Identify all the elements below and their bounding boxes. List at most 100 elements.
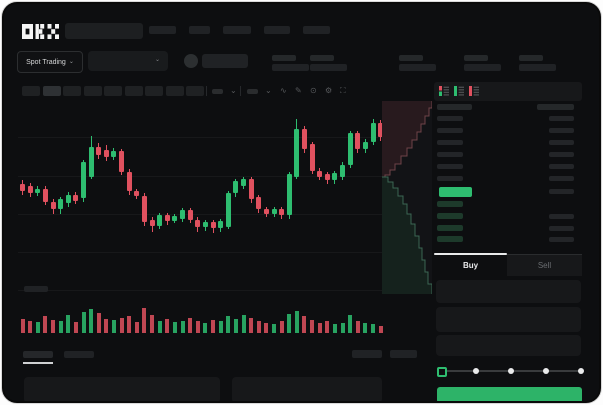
timeframe-button[interactable] (124, 86, 143, 96)
gridline (18, 252, 382, 253)
timeframe-button[interactable] (63, 86, 81, 96)
candle-body (119, 151, 125, 172)
line-type-icon[interactable]: ∿ (280, 86, 287, 95)
volume-bar (340, 322, 345, 333)
bottom-right-box[interactable] (390, 350, 417, 358)
last-price-badge[interactable] (439, 187, 472, 197)
slider-stop[interactable] (578, 368, 584, 374)
candle-body (157, 215, 163, 226)
search-input[interactable] (65, 23, 143, 39)
market-stat-value (272, 64, 309, 71)
market-type-dropdown[interactable]: Spot Trading ⌄ (17, 51, 83, 73)
candle-body (256, 197, 262, 209)
ask-row-amount[interactable] (549, 116, 574, 121)
volume-bar (28, 320, 33, 333)
chevron-down-icon[interactable]: ⌄ (265, 86, 272, 95)
bid-row-amount[interactable] (549, 237, 574, 242)
fullscreen-icon[interactable]: ⛶ (340, 86, 346, 95)
volume-bar (218, 320, 223, 333)
buy-submit-button[interactable] (437, 387, 582, 401)
candle-body (347, 133, 353, 165)
bid-row-price[interactable] (437, 236, 463, 242)
volume-bar (371, 324, 375, 333)
volume-bar (355, 320, 360, 333)
tab-sell[interactable]: Sell (507, 255, 582, 276)
nav-item[interactable] (223, 26, 251, 34)
settings-icon[interactable]: ⚙ (325, 86, 333, 95)
bottom-tab[interactable] (23, 351, 53, 358)
candle-body (370, 122, 376, 142)
volume-bar (348, 315, 353, 333)
market-stat-value (464, 64, 501, 71)
ask-row-amount[interactable] (549, 164, 574, 169)
timeframe-button[interactable] (165, 86, 184, 96)
ask-row-price[interactable] (437, 176, 463, 181)
nav-item[interactable] (149, 26, 176, 34)
chevron-down-icon: ⌄ (68, 59, 74, 65)
nav-item[interactable] (264, 26, 290, 34)
overlay-label (247, 89, 258, 94)
volume-bar (43, 316, 48, 333)
slider-stop[interactable] (473, 368, 479, 374)
orderbook-view-bids-icon[interactable] (454, 86, 464, 96)
ask-row-price[interactable] (437, 152, 463, 157)
bottom-right-box[interactable] (352, 350, 382, 358)
ask-row-amount[interactable] (549, 176, 574, 181)
volume-bar (363, 322, 368, 333)
gridline (18, 214, 382, 215)
tab-buy[interactable]: Buy (434, 255, 507, 276)
volume-bar (89, 309, 94, 333)
volume-bar (142, 308, 147, 333)
candle-body (263, 209, 269, 214)
pair-selector-dropdown[interactable]: ⌄ (88, 51, 168, 71)
bottom-tab-underline (23, 362, 53, 364)
timeframe-button[interactable] (145, 86, 163, 96)
market-stat-label (310, 55, 334, 61)
nav-item[interactable] (303, 26, 330, 34)
timeframe-button[interactable] (186, 86, 204, 96)
candle-body (271, 209, 277, 214)
chevron-down-icon[interactable]: ⌄ (230, 86, 237, 95)
order-form-field[interactable] (436, 335, 581, 356)
bid-row-amount[interactable] (549, 214, 574, 219)
bid-row-price[interactable] (437, 213, 463, 219)
orderbook-view-both-icon[interactable] (439, 86, 449, 96)
market-stat-label (272, 55, 296, 61)
timeframe-button[interactable] (83, 86, 102, 96)
ask-row-amount[interactable] (549, 128, 574, 133)
ask-row-price[interactable] (437, 140, 463, 145)
bid-row-price[interactable] (437, 201, 463, 207)
draw-icon[interactable]: ✎ (295, 86, 302, 95)
candle-body (195, 219, 201, 227)
bid-row-price[interactable] (437, 225, 463, 231)
volume-bar (264, 322, 269, 333)
bid-row-amount[interactable] (549, 226, 574, 231)
ask-row-price[interactable] (437, 116, 463, 121)
bottom-tab[interactable] (64, 351, 94, 358)
okx-logo (22, 24, 59, 39)
volume-bar (104, 318, 109, 333)
nav-item[interactable] (189, 26, 210, 34)
slider-stop[interactable] (543, 368, 549, 374)
divider (240, 86, 241, 96)
ask-row-amount[interactable] (549, 189, 574, 194)
ask-row-amount[interactable] (549, 140, 574, 145)
ask-row-price[interactable] (437, 128, 463, 133)
depth-bids-area (382, 177, 432, 294)
slider-stop[interactable] (508, 368, 514, 374)
timeframe-button[interactable] (104, 86, 122, 96)
ask-row-amount[interactable] (549, 152, 574, 157)
orderbook-header-price (437, 104, 472, 110)
volume-bar (203, 322, 208, 333)
volume-bar (81, 311, 86, 334)
market-type-label: Spot Trading (26, 58, 66, 66)
order-form-field[interactable] (436, 280, 581, 303)
timeframe-button[interactable] (22, 86, 40, 96)
orderbook-view-asks-icon[interactable] (469, 86, 479, 96)
ask-row-price[interactable] (437, 164, 463, 169)
tab-sell-label: Sell (537, 261, 552, 270)
order-form-field[interactable] (436, 307, 581, 332)
camera-icon[interactable]: ⊙ (310, 86, 317, 95)
timeframe-button[interactable] (42, 86, 61, 96)
slider-handle[interactable] (437, 367, 447, 377)
